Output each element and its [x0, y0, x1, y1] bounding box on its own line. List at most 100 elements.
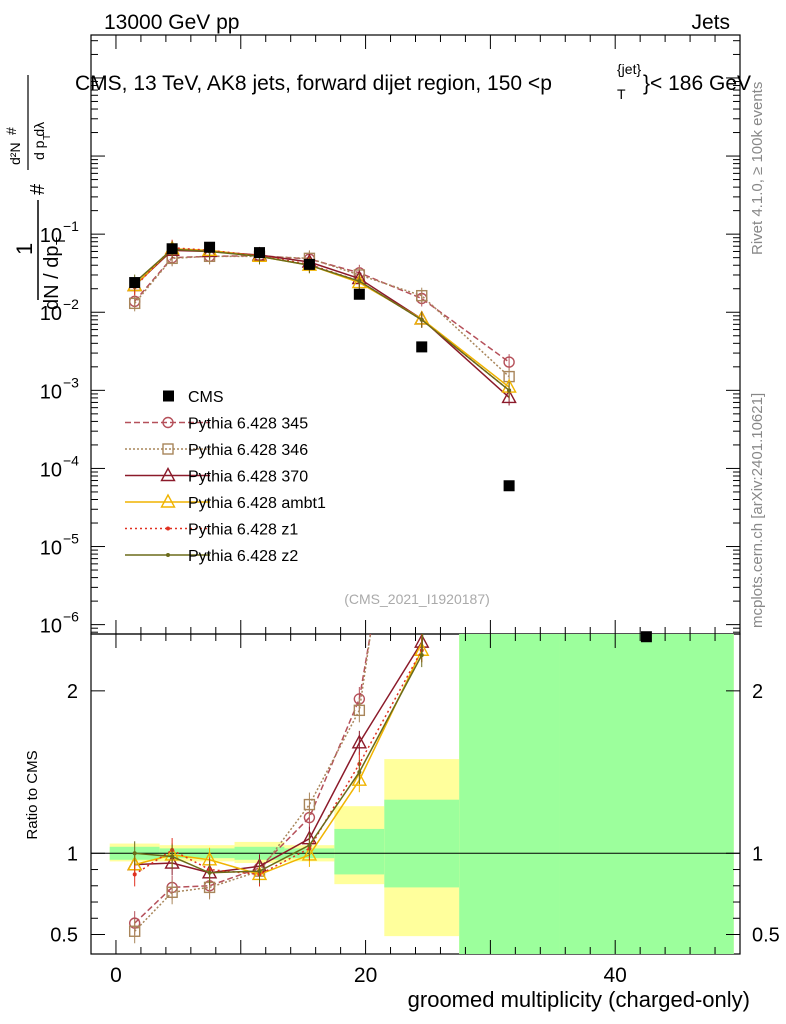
cms-data-points [129, 241, 652, 643]
legend-label: Pythia 6.428 ambt1 [188, 495, 326, 512]
y-tick-label-exp: −4 [63, 452, 79, 468]
y-tick-label-base: 10 [40, 381, 62, 403]
x-tick-label: 0 [110, 964, 122, 987]
legend-label: CMS [188, 389, 224, 406]
y-tick-label-base: 10 [40, 303, 62, 325]
legend-label: Pythia 6.428 346 [188, 442, 308, 459]
cms-point [503, 480, 515, 492]
ratio-line-p346 [134, 634, 372, 932]
cms-point [416, 341, 428, 353]
ratio-line-z2 [134, 634, 424, 874]
y-tick-label-base: 10 [40, 616, 62, 638]
ratio-ylabel: Ratio to CMS [24, 750, 41, 839]
series-point-p346 [128, 297, 141, 310]
ylabel-t2: T [42, 134, 53, 140]
x-tick-label: 40 [604, 964, 627, 987]
ratio-tick-label-right: 1 [752, 843, 763, 865]
y-tick-label-base: 10 [40, 459, 62, 481]
ratio-point-z1 [132, 872, 137, 877]
y-tick-label-exp: −5 [63, 531, 79, 547]
cms-point [204, 241, 216, 253]
ratio-tick-label: 0.5 [50, 925, 78, 947]
band-green [384, 799, 460, 888]
title-superscript: {jet} [617, 61, 641, 77]
cms-point [303, 258, 315, 270]
ylabel-dn: dN / dp [41, 246, 63, 310]
plot-title: CMS, 13 TeV, AK8 jets, forward dijet reg… [75, 61, 751, 102]
energy-label: 13000 GeV pp [104, 11, 239, 34]
y-tick-label-exp: −1 [63, 218, 79, 234]
title-subscript: T [617, 86, 626, 102]
band-green [459, 634, 560, 954]
ratio-tick-label: 2 [67, 681, 78, 703]
series-line-z2 [134, 248, 510, 391]
main-series [127, 239, 517, 406]
legend-marker-z1 [166, 526, 170, 531]
ratio-point-z2 [132, 851, 137, 856]
legend-label: Pythia 6.428 z1 [188, 522, 298, 539]
mcplots-label: mcplots.cern.ch [arXiv:2401.10621] [749, 393, 766, 628]
ratio-tick-label-right: 0.5 [752, 925, 780, 947]
series-point-z2 [507, 388, 512, 393]
x-axis-label: groomed multiplicity (charged-only) [408, 987, 750, 1012]
ratio-line-ambt1 [134, 634, 424, 876]
legend-marker-p370 [160, 467, 176, 482]
series-point-z2 [357, 279, 362, 284]
legend-marker-z2 [166, 553, 170, 557]
title-main: CMS, 13 TeV, AK8 jets, forward dijet reg… [75, 72, 552, 95]
y-tick-label-exp: −2 [63, 296, 79, 312]
legend-marker-p345 [162, 416, 174, 429]
ylabel-dpt: d p dλ [31, 122, 47, 160]
series-line-p346 [134, 255, 510, 378]
rivet-version-label: Rivet 4.1.0, ≥ 100k events [749, 82, 766, 255]
ratio-point-p345 [417, 328, 427, 338]
ylabel-hash2: # [3, 127, 19, 135]
legend-label: Pythia 6.428 370 [188, 469, 308, 486]
ratio-point-z2 [207, 870, 212, 875]
ratio-point-z2 [170, 854, 175, 859]
cms-point [253, 247, 265, 259]
band-green [334, 828, 385, 875]
y-tick-label-base: 10 [40, 538, 62, 560]
ratio-point-z2 [357, 770, 362, 775]
cms-point [640, 631, 652, 643]
ratio-line-p345 [134, 634, 372, 924]
main-frame [90, 34, 741, 635]
series-point-z2 [419, 317, 424, 322]
ratio-series [127, 328, 430, 944]
cms-point [353, 288, 365, 300]
y-tick-label-base: 10 [40, 225, 62, 247]
process-label: Jets [691, 11, 730, 34]
series-point-p370 [501, 389, 517, 404]
legend: CMS Pythia 6.428 345 Pythia 6.428 346 Pythi… [125, 389, 326, 565]
legend-marker-ambt1 [160, 493, 176, 508]
series-point-p346 [416, 289, 428, 302]
ratio-line-z1 [134, 634, 424, 876]
ylabel-hash1: # [27, 183, 49, 195]
y-tick-label-exp: −3 [63, 374, 79, 390]
title-end: }< 186 GeV [643, 72, 751, 95]
ratio-point-p346 [128, 925, 141, 937]
ratio-point-p346 [166, 886, 178, 898]
ratio-tick-label: 1 [67, 843, 78, 865]
legend-marker-cms [163, 390, 174, 402]
ylabel-d2n: d²N [7, 142, 23, 165]
analysis-tag: (CMS_2021_I1920187) [344, 591, 490, 607]
legend-marker-p346 [162, 443, 174, 455]
ratio-point-p370 [351, 734, 368, 749]
series-point-p345 [503, 356, 515, 368]
cms-point [166, 243, 178, 255]
legend-label: Pythia 6.428 345 [188, 416, 308, 433]
legend-label: Pythia 6.428 z2 [188, 548, 298, 565]
ratio-tick-label-right: 2 [752, 681, 763, 703]
ratio-point-z2 [307, 843, 312, 848]
ratio-point-p346 [303, 798, 316, 811]
main-ylabel: 1 dN / dp T # d²N # d p dλ T [3, 75, 68, 310]
x-tick-label: 20 [354, 964, 377, 987]
ratio-point-ambt1 [351, 771, 368, 786]
cms-point [129, 277, 141, 289]
ratio-point-z2 [257, 869, 262, 874]
ratio-point-z2 [419, 653, 424, 658]
